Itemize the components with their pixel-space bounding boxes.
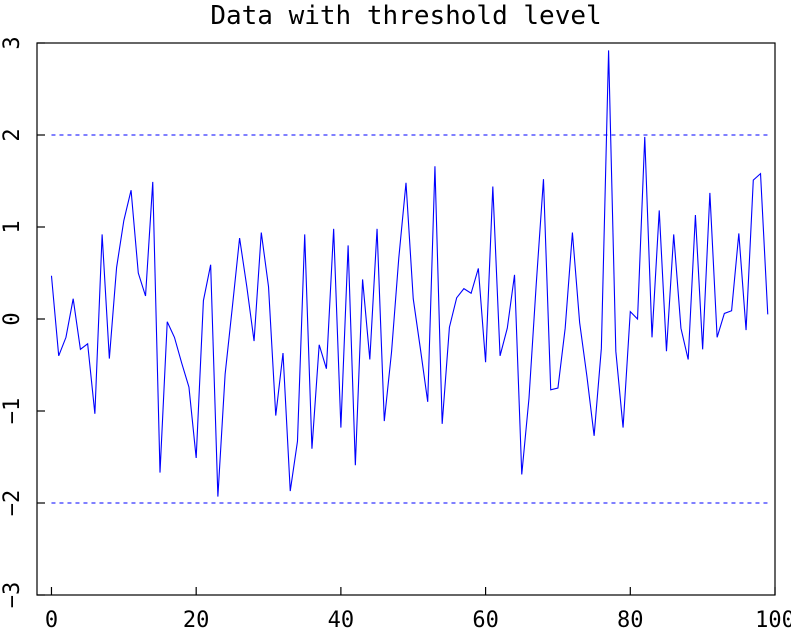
- x-tick-label: 0: [45, 608, 58, 631]
- y-tick-label: 0: [0, 312, 25, 325]
- x-tick-label: 100: [755, 608, 791, 631]
- series-line-0: [50, 50, 769, 497]
- data-series: [50, 50, 769, 497]
- y-axis: −3 −2 −1 0 1 2 3: [0, 36, 45, 608]
- y-tick-label: −2: [0, 490, 25, 517]
- x-axis: 0 20 40 60 80 100: [45, 587, 791, 631]
- y-tick-label: 3: [0, 36, 25, 49]
- y-tick-label: −3: [0, 582, 25, 609]
- x-tick-label: 80: [617, 608, 644, 631]
- x-tick-label: 40: [328, 608, 355, 631]
- x-tick-label: 60: [472, 608, 499, 631]
- x-tick-label: 20: [183, 608, 210, 631]
- chart-title: Data with threshold level: [210, 1, 601, 31]
- y-tick-label: 2: [0, 128, 25, 141]
- y-tick-label: 1: [0, 220, 25, 233]
- y-tick-label: −1: [0, 398, 25, 425]
